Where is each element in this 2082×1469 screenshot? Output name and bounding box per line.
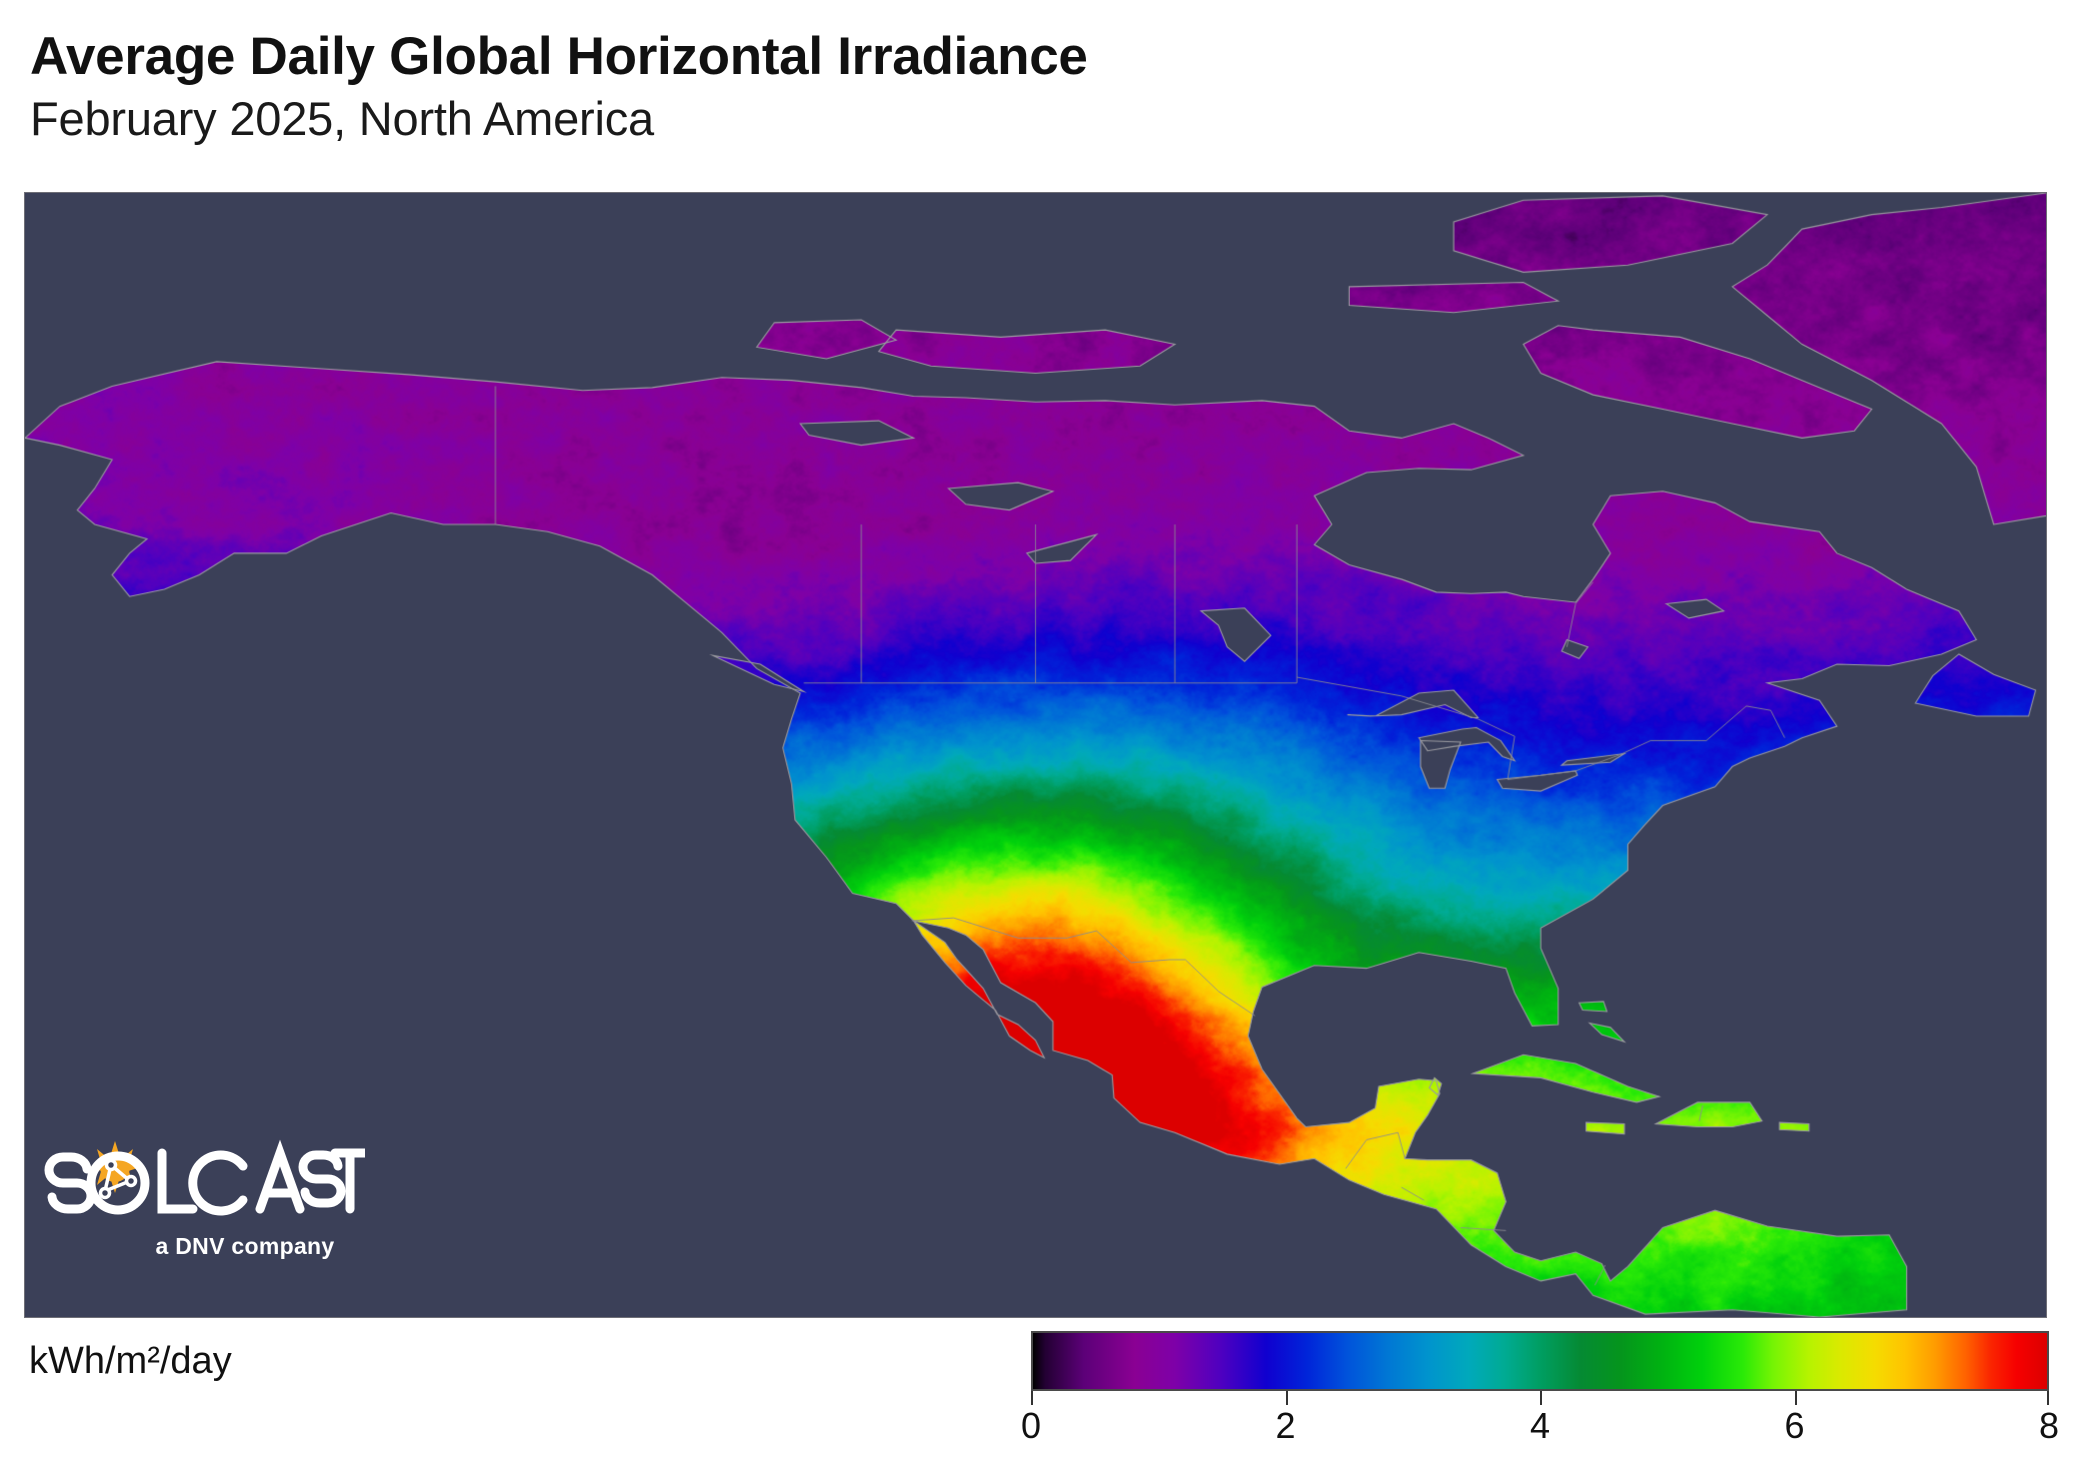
colorbar-tick	[1031, 1391, 1033, 1405]
colorbar-tick-label: 6	[1784, 1405, 1805, 1446]
irradiance-map-canvas[interactable]	[25, 193, 2046, 1317]
page-title: Average Daily Global Horizontal Irradian…	[30, 27, 1088, 86]
colorbar-tick-label: 0	[1020, 1405, 1042, 1446]
irradiance-map[interactable]	[24, 192, 2047, 1318]
colorbar-tick	[2047, 1391, 2049, 1405]
colorbar-tick-label: 4	[1529, 1405, 1551, 1446]
colorbar-tick	[1540, 1391, 1542, 1405]
colorbar-tick	[1285, 1391, 1288, 1405]
colorbar-tick-label: 8	[2038, 1405, 2060, 1446]
colorbar-tick-labels: 0 2 4 6 8	[1021, 1405, 2059, 1453]
colorbar[interactable]: 0 2 4 6 8	[1021, 1331, 2059, 1446]
colorbar-units-label: kWh/m²/day	[29, 1340, 232, 1382]
colorbar-ticks	[1031, 1391, 2049, 1409]
colorbar-tick	[1794, 1391, 1797, 1405]
colorbar-gradient	[1031, 1331, 2049, 1391]
colorbar-tick-label: 2	[1275, 1405, 1296, 1446]
title-block: Average Daily Global Horizontal Irradian…	[30, 28, 1630, 147]
page-subtitle: February 2025, North America	[30, 92, 654, 146]
